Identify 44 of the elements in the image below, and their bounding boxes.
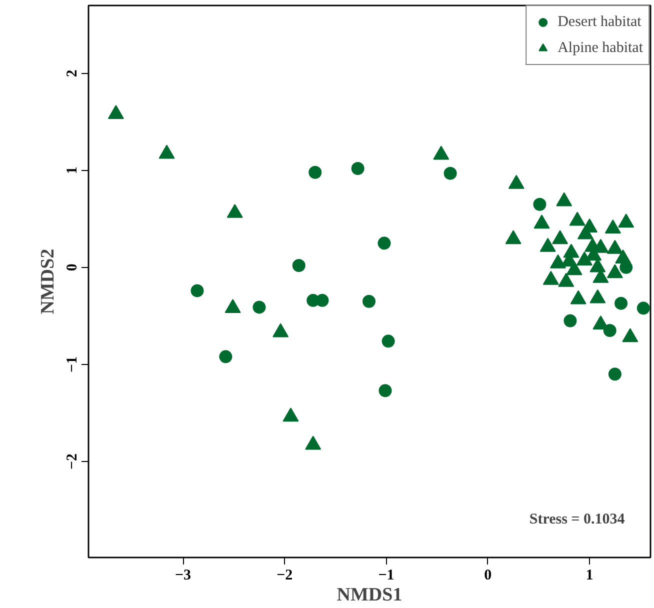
point [556, 192, 572, 206]
point [542, 270, 559, 285]
point [570, 290, 586, 304]
annotation: Stress = 0.1034 [529, 512, 626, 528]
point [577, 225, 594, 240]
x-tick-label: 0 [484, 568, 492, 584]
point [550, 254, 566, 268]
point [606, 264, 623, 278]
point [566, 261, 582, 276]
y-tick-label: −1 [64, 356, 80, 372]
legend-label: Alpine habitat [558, 40, 643, 56]
point [226, 204, 243, 218]
point [305, 436, 322, 450]
point [606, 240, 623, 254]
x-tick-label: 1 [586, 568, 594, 584]
legend-label: Desert habitat [558, 14, 642, 30]
x-tick-label: −3 [174, 568, 192, 584]
point [540, 238, 556, 252]
y-tick-label: 2 [64, 70, 80, 78]
point [108, 104, 124, 119]
point [590, 289, 606, 304]
point [618, 214, 634, 228]
point [272, 323, 289, 338]
x-axis-title: NMDS1 [336, 584, 402, 606]
point [552, 230, 568, 244]
point [508, 174, 524, 189]
y-tick-label: 1 [64, 166, 80, 174]
x-tick-label: −2 [276, 568, 293, 584]
point [615, 250, 632, 264]
y-tick-label: −2 [64, 453, 80, 470]
point [505, 230, 522, 244]
point [433, 146, 450, 160]
point [534, 214, 550, 229]
point [622, 328, 638, 342]
point [576, 251, 592, 266]
point [604, 219, 621, 234]
point [224, 299, 241, 314]
y-axis-title: NMDS2 [38, 248, 58, 314]
point [282, 408, 299, 422]
y-tick-label: 0 [64, 264, 80, 272]
x-tick-label: −1 [378, 568, 394, 584]
point [569, 212, 586, 226]
point [158, 144, 175, 159]
point [558, 272, 574, 287]
